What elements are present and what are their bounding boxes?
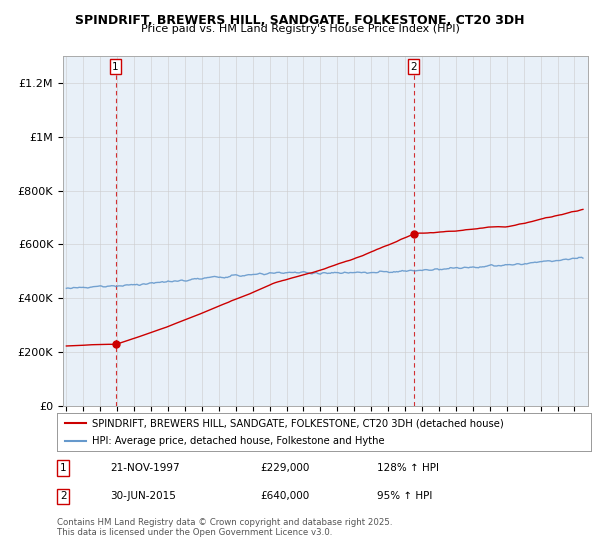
- Text: SPINDRIFT, BREWERS HILL, SANDGATE, FOLKESTONE, CT20 3DH (detached house): SPINDRIFT, BREWERS HILL, SANDGATE, FOLKE…: [92, 418, 503, 428]
- Text: 1: 1: [112, 62, 119, 72]
- Text: 128% ↑ HPI: 128% ↑ HPI: [377, 463, 439, 473]
- Text: 21-NOV-1997: 21-NOV-1997: [110, 463, 180, 473]
- Text: Contains HM Land Registry data © Crown copyright and database right 2025.
This d: Contains HM Land Registry data © Crown c…: [57, 518, 392, 538]
- Text: 30-JUN-2015: 30-JUN-2015: [110, 491, 176, 501]
- Text: 95% ↑ HPI: 95% ↑ HPI: [377, 491, 433, 501]
- Text: 2: 2: [60, 491, 67, 501]
- Text: £640,000: £640,000: [260, 491, 309, 501]
- Text: 2: 2: [410, 62, 417, 72]
- Text: HPI: Average price, detached house, Folkestone and Hythe: HPI: Average price, detached house, Folk…: [92, 436, 385, 446]
- Text: Price paid vs. HM Land Registry's House Price Index (HPI): Price paid vs. HM Land Registry's House …: [140, 24, 460, 34]
- Text: SPINDRIFT, BREWERS HILL, SANDGATE, FOLKESTONE, CT20 3DH: SPINDRIFT, BREWERS HILL, SANDGATE, FOLKE…: [75, 14, 525, 27]
- Text: £229,000: £229,000: [260, 463, 309, 473]
- Text: 1: 1: [60, 463, 67, 473]
